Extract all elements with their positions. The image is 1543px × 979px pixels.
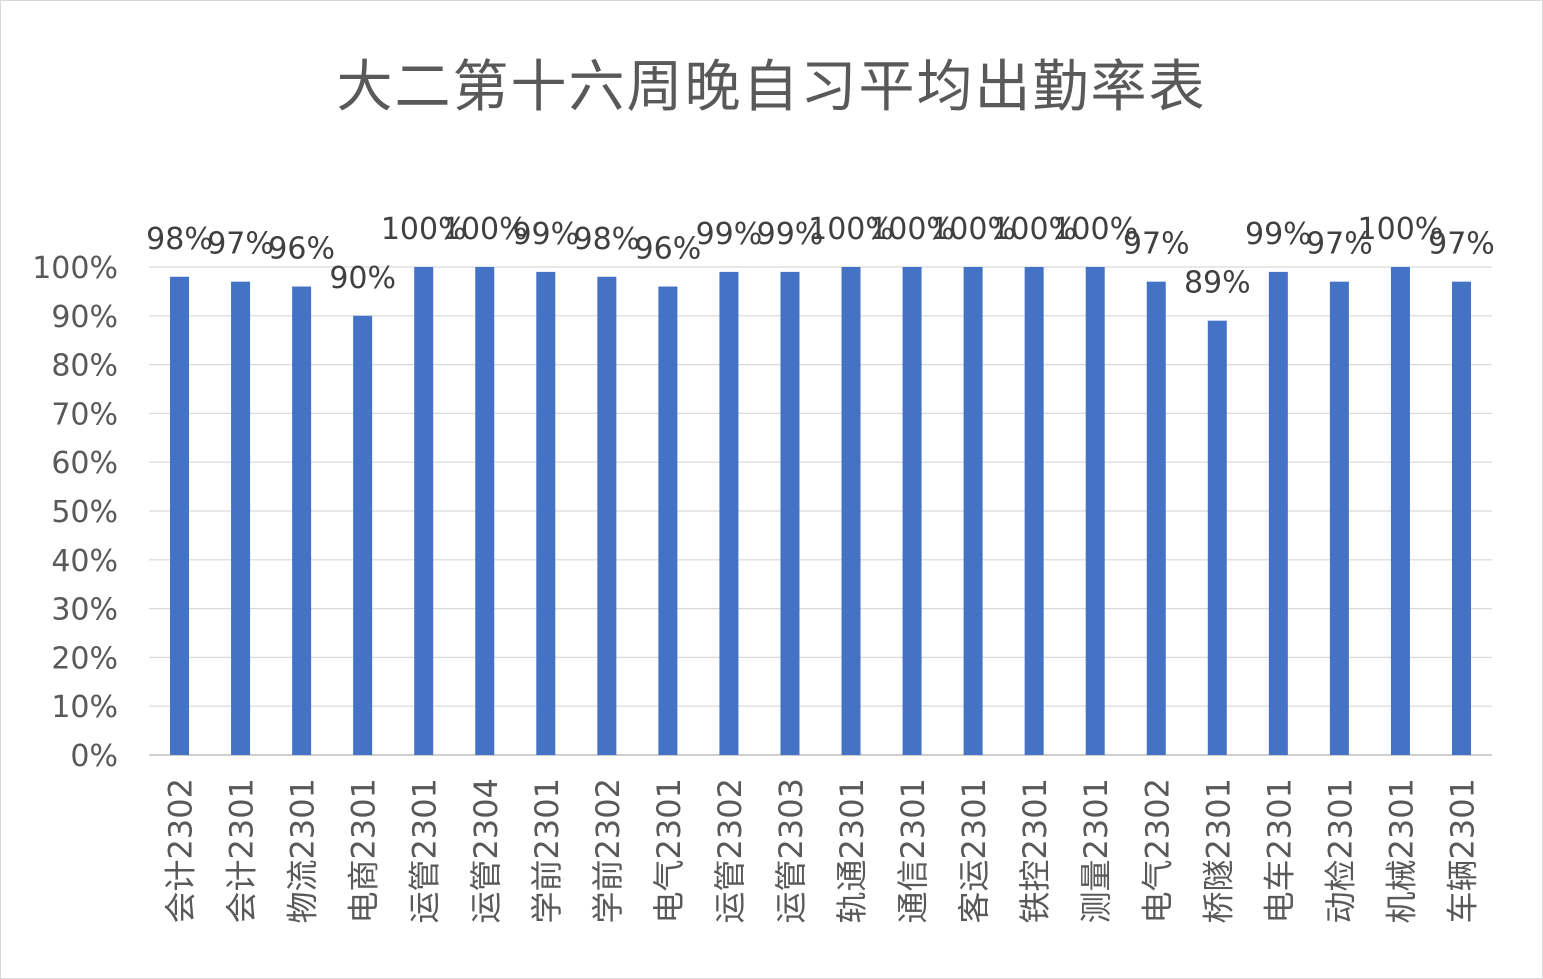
bar (536, 271, 556, 755)
bar (353, 315, 373, 755)
category-label: 轨通2301 (833, 778, 871, 923)
data-label: 99% (512, 217, 579, 252)
data-label: 100% (808, 212, 894, 247)
bar (963, 267, 983, 755)
data-labels: 98%97%96%90%100%100%99%98%96%99%99%100%1… (146, 212, 1495, 301)
category-label: 通信2301 (894, 778, 932, 923)
bar (719, 271, 739, 755)
data-label: 96% (635, 232, 702, 267)
category-label: 铁控2301 (1016, 778, 1054, 923)
y-tick-label: 80% (51, 349, 118, 384)
data-label: 100% (869, 212, 955, 247)
y-tick-label: 70% (51, 397, 118, 432)
bar (1024, 267, 1044, 755)
chart-title: 大二第十六周晚自习平均出勤率表 (336, 55, 1207, 120)
bar (292, 286, 312, 755)
bar (1329, 281, 1349, 755)
bar (414, 267, 434, 755)
category-label: 运管2303 (772, 778, 810, 923)
category-label: 运管2302 (711, 778, 749, 923)
data-label: 99% (757, 217, 824, 252)
bar (1207, 320, 1227, 755)
category-label: 机械2301 (1382, 778, 1420, 923)
data-label: 100% (1052, 212, 1138, 247)
y-axis-ticks: 0% 10% 20% 30% 40% 50% 60% 70% 80% 90% 100% (32, 251, 118, 774)
category-label: 测量2301 (1077, 778, 1115, 923)
bar (902, 267, 922, 755)
category-label: 学前2301 (528, 778, 566, 923)
data-label: 96% (268, 232, 335, 267)
category-label: 会计2301 (223, 778, 261, 923)
category-label: 电商2301 (345, 778, 383, 923)
y-tick-label: 50% (51, 495, 118, 530)
data-label: 100% (1358, 212, 1444, 247)
bars (170, 267, 1471, 755)
gridlines (149, 266, 1492, 756)
data-label: 97% (1306, 227, 1373, 262)
y-tick-label: 20% (51, 641, 118, 676)
bar (1268, 271, 1288, 755)
category-label: 动检2301 (1321, 778, 1359, 923)
data-label: 100% (381, 212, 467, 247)
y-tick-label: 60% (51, 446, 118, 481)
data-label: 97% (1428, 227, 1495, 262)
category-label: 客运2301 (955, 778, 993, 923)
data-label: 100% (930, 212, 1016, 247)
data-label: 99% (1245, 217, 1312, 252)
y-tick-label: 90% (51, 300, 118, 335)
data-label: 98% (146, 222, 213, 257)
category-label: 电气2301 (650, 778, 688, 923)
category-label: 运管2304 (467, 778, 505, 923)
data-label: 90% (329, 261, 396, 296)
bar (658, 286, 678, 755)
data-label: 100% (442, 212, 528, 247)
bar (780, 271, 800, 755)
bar (475, 267, 495, 755)
category-label: 车辆2301 (1443, 778, 1481, 923)
data-label: 98% (573, 222, 640, 257)
y-tick-label: 10% (51, 690, 118, 725)
bar (841, 267, 861, 755)
category-label: 桥隧2301 (1199, 778, 1237, 923)
category-label: 物流2301 (284, 778, 322, 923)
bar (231, 281, 251, 755)
category-labels: 会计2302 会计2301 物流2301 电商2301 运管2301 运管2304 学前23… (162, 778, 1482, 923)
bar (1390, 267, 1410, 755)
data-label: 97% (207, 227, 274, 262)
y-tick-label: 0% (70, 739, 118, 774)
y-tick-label: 100% (32, 251, 118, 286)
bar (1146, 281, 1166, 755)
data-label: 97% (1123, 227, 1190, 262)
y-tick-label: 30% (51, 593, 118, 628)
data-label: 89% (1184, 266, 1251, 301)
category-label: 电车2301 (1260, 778, 1298, 923)
category-label: 电气2302 (1138, 778, 1176, 923)
y-tick-label: 40% (51, 544, 118, 579)
bar (1085, 267, 1105, 755)
data-label: 100% (991, 212, 1077, 247)
bar (1451, 281, 1471, 755)
category-label: 运管2301 (406, 778, 444, 923)
bar (597, 276, 617, 755)
category-label: 学前2302 (589, 778, 627, 923)
category-label: 会计2302 (162, 778, 200, 923)
bar (170, 276, 190, 755)
data-label: 99% (696, 217, 763, 252)
